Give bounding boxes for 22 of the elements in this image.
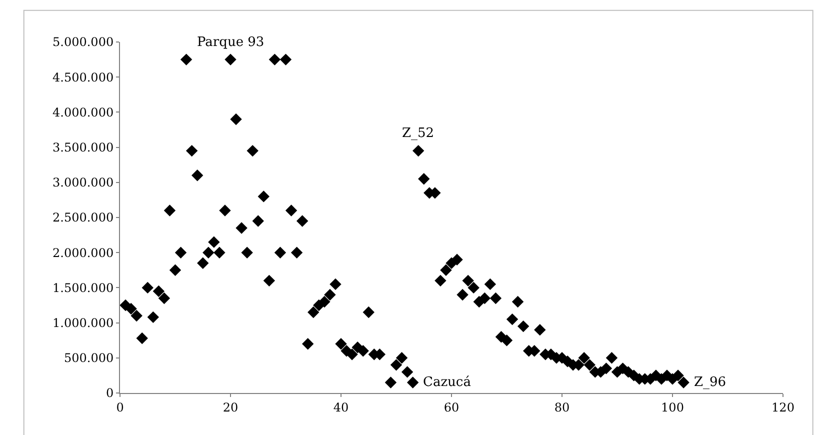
x-tick-label: 100 [661, 400, 684, 414]
annotation: Cazucá [423, 375, 472, 390]
x-tick-label: 40 [333, 400, 349, 414]
y-tick-label: 3.000.000 [52, 176, 114, 190]
y-tick-label: 2.000.000 [52, 246, 114, 260]
y-tick-label: 3.500.000 [52, 140, 114, 154]
x-tick-label: 0 [116, 400, 124, 414]
y-tick-label: 2.500.000 [52, 210, 114, 225]
y-tick-label: 1.500.000 [52, 280, 114, 295]
x-tick-label: 20 [222, 400, 238, 414]
y-tick-label: 4.000.000 [52, 105, 114, 120]
x-tick-label: 80 [554, 400, 570, 414]
y-tick-label: 1.000.000 [52, 316, 114, 330]
y-tick-label: 4.500.000 [52, 70, 114, 84]
x-tick-label: 120 [772, 400, 794, 414]
y-tick-label: 0 [106, 386, 114, 400]
annotation: Z_96 [694, 375, 726, 390]
y-tick-label: 500.000 [64, 351, 114, 366]
annotation: Parque 93 [197, 35, 264, 50]
x-tick-label: 60 [444, 400, 460, 414]
y-tick-label: 5.000.000 [52, 35, 114, 50]
annotation: Z_52 [402, 126, 434, 141]
